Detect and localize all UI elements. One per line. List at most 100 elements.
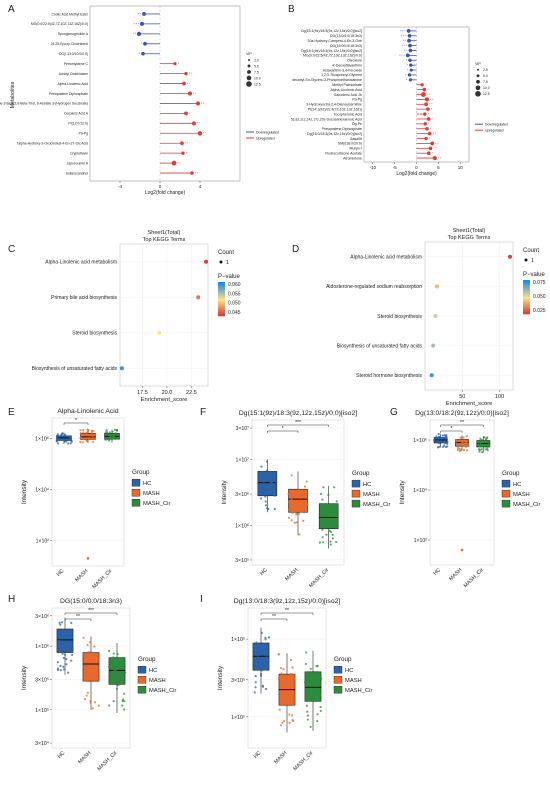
jitter-point: [484, 438, 488, 441]
significance-stars: * *: [138, 12, 142, 16]
jitter-point: [255, 667, 259, 670]
jitter-point: [281, 721, 284, 724]
lollipop-point: [407, 38, 411, 43]
vip-legend-value: 12.5: [483, 92, 490, 96]
group-legend-label: HC: [363, 482, 371, 488]
pvalue-gradient-cell: [218, 312, 225, 315]
metabolite-label: DG(15:0/0:0/18:3n3): [330, 44, 362, 48]
jitter-point: [319, 709, 322, 713]
metabolite-label: Japonoumin A: [67, 161, 89, 165]
box: [56, 628, 74, 653]
x-tick-label: MASH: [74, 568, 89, 583]
jitter-point: [109, 436, 113, 439]
jitter-point: [270, 491, 273, 494]
jitter-point: [113, 428, 117, 431]
group-legend-label: MASH_Cir: [149, 688, 176, 694]
jitter-point: [321, 536, 324, 539]
term-label: Biosynthesis of unsaturated fatty acids: [32, 366, 118, 372]
jitter-point: [483, 440, 486, 443]
jitter-point: [292, 698, 295, 701]
jitter-point: [295, 521, 298, 524]
metabolite-label: PI(12:0/12:0): [68, 122, 88, 126]
significance-label: *: [75, 418, 77, 424]
significance-stars: * * *: [401, 34, 407, 38]
vip-legend-value: 2.0: [254, 58, 259, 62]
jitter-point: [56, 661, 59, 664]
jitter-point: [321, 528, 324, 531]
pvalue-gradient-cell: [523, 288, 530, 291]
jitter-point: [329, 543, 332, 546]
significance-label: *: [450, 426, 452, 432]
jitter-point: [83, 433, 86, 437]
jitter-point: [79, 429, 82, 432]
vip-legend-dot: [246, 81, 252, 87]
pvalue-gradient-cell: [218, 292, 225, 295]
jitter-point: [308, 696, 311, 699]
jitter-point: [303, 485, 307, 488]
jitter-point: [454, 440, 458, 443]
y-tick-label: 1×10²: [36, 538, 50, 544]
x-tick-label: 0: [415, 165, 418, 170]
jitter-point: [85, 694, 88, 697]
significance-bracket: [267, 424, 329, 427]
jitter-point: [275, 480, 278, 484]
count-legend-title: Count: [218, 250, 234, 256]
significance-bracket: [260, 612, 314, 615]
significance-label: **: [76, 614, 80, 620]
metabolite-label: Presqualene Diphosphate: [49, 92, 88, 96]
jitter-point: [87, 436, 90, 440]
term-point: [429, 373, 434, 378]
jitter-point: [316, 719, 319, 723]
significance-stars: * *: [438, 156, 442, 160]
metabolite-label: Pa-Pg: [352, 98, 362, 102]
boxplot-title: Dg(15:1(9z)/18:3(9z,12z,15z)/0:0)[iso2]: [239, 410, 357, 417]
jitter-point: [69, 442, 72, 445]
jitter-point: [62, 665, 65, 668]
pvalue-gradient-cell: [523, 286, 530, 289]
vip-legend-dot: [475, 85, 481, 91]
term-label: Alpha-Linolenic acid metabolism: [350, 255, 422, 261]
group-legend-swatch: [351, 489, 361, 498]
lollipop-point: [140, 21, 144, 26]
jitter-point: [254, 646, 257, 649]
pvalue-gradient-cell: [523, 281, 530, 284]
lollipop-point: [427, 131, 432, 136]
jitter-point: [278, 708, 281, 711]
jitter-point: [256, 654, 259, 657]
y-tick-label: 3×10⁷: [235, 426, 249, 432]
x-tick-label: 17.5: [137, 390, 148, 396]
jitter-point: [85, 669, 89, 673]
term-point: [434, 284, 439, 289]
significance-bracket: [440, 424, 484, 427]
jitter-point: [61, 652, 64, 655]
vip-legend-value: 5.0: [254, 64, 259, 68]
metabolite-label: Methyl Palmoxirate: [332, 83, 362, 87]
pvalue-gradient-cell: [218, 307, 225, 310]
significance-stars: *: [432, 117, 434, 121]
jitter-point: [264, 638, 267, 641]
panel-d: D Sheet1(Total)Top KEGG Terms 50 100 Alpha-L…: [292, 228, 546, 407]
y-tick-label: 1×10⁶: [413, 438, 427, 444]
x-tick-label: 22.5: [186, 390, 197, 396]
jitter-point: [264, 495, 267, 498]
significance-stars: * *: [197, 122, 201, 126]
jitter-point: [55, 437, 59, 440]
pvalue-gradient-cell: [218, 282, 225, 284]
pvalue-gradient-cell: [218, 305, 225, 308]
jitter-point: [112, 656, 115, 659]
term-label: Steroid biosynthesis: [72, 331, 117, 337]
pvalue-gradient-cell: [218, 310, 225, 313]
x-tick-label: HC: [253, 750, 263, 760]
group-legend-swatch: [333, 666, 343, 674]
jitter-point: [438, 442, 441, 445]
jitter-point: [335, 540, 338, 544]
lollipop-point: [409, 68, 413, 72]
significance-stars: *: [428, 122, 430, 126]
lollipop-point: [424, 97, 430, 102]
significance-stars: * * *: [399, 54, 405, 58]
term-point: [196, 295, 201, 300]
significance-stars: *: [429, 137, 431, 141]
jitter-point: [265, 504, 268, 507]
metabolite-label: Dg(16:0/18:3(9z,12z,15z)/0:0)[iso2]: [307, 132, 362, 136]
significance-stars: *: [432, 152, 434, 156]
